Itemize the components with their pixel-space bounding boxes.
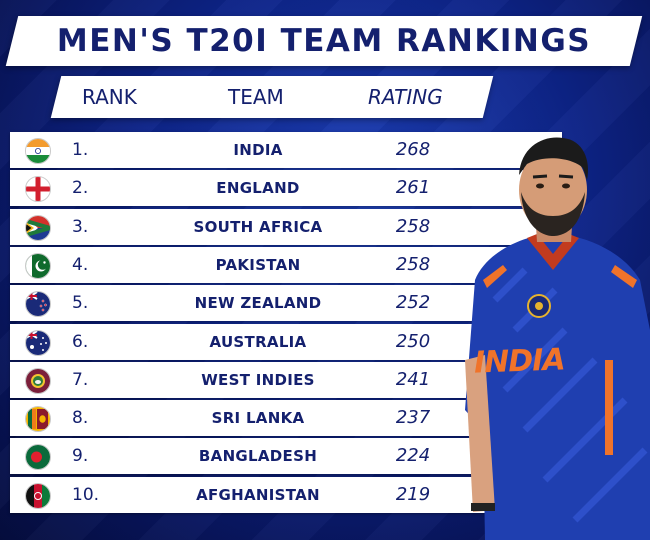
rank-value: 2.: [72, 178, 89, 199]
new-zealand-flag-icon: [25, 291, 51, 318]
south-africa-flag-icon: [25, 214, 51, 241]
rating-value: 224: [395, 445, 431, 467]
rating-value: 237: [395, 407, 431, 429]
rank-value: 1.: [72, 140, 89, 160]
table-row: 4. PAKISTAN 258: [10, 246, 562, 283]
rating-value: 258: [395, 215, 431, 237]
england-flag-icon: [25, 176, 51, 203]
jersey-india-text: INDIA: [473, 342, 566, 381]
team-name: PAKISTAN: [215, 255, 301, 274]
rating-value: 268: [395, 139, 431, 160]
pakistan-flag-icon: [25, 252, 51, 279]
rank-value: 10.: [72, 484, 100, 505]
rank-column-header: RANK: [82, 85, 137, 109]
rank-value: 7.: [72, 369, 89, 390]
afghanistan-flag-icon: [25, 482, 51, 509]
rank-value: 5.: [72, 293, 89, 314]
table-row: 2. ENGLAND 261: [10, 170, 562, 207]
india-flag-icon: [25, 138, 51, 164]
rating-value: 261: [395, 177, 431, 199]
team-column-header: TEAM: [228, 85, 284, 109]
rank-value: 3.: [72, 216, 89, 237]
rank-value: 4.: [72, 254, 89, 275]
table-row: 9. BANGLADESH 224: [10, 438, 562, 475]
table-row: 5. NEW ZEALAND 252: [10, 285, 562, 322]
table-row: 10. AFGHANISTAN 219: [10, 476, 562, 513]
australia-flag-icon: [25, 329, 51, 356]
rank-value: 9.: [72, 446, 89, 467]
team-name: SOUTH AFRICA: [193, 217, 323, 236]
table-row: 3. SOUTH AFRICA 258: [10, 208, 562, 245]
west-indies-flag-icon: [25, 367, 51, 394]
page-title: MEN'S T20I TEAM RANKINGS: [56, 23, 592, 59]
team-name: BANGLADESH: [198, 447, 318, 466]
rating-value: 252: [395, 292, 431, 314]
player-photo: [455, 130, 650, 540]
rating-value: 250: [395, 330, 431, 352]
team-name: INDIA: [233, 141, 283, 159]
rating-value: 258: [395, 253, 431, 275]
team-name: ENGLAND: [216, 179, 300, 198]
rating-column-header: RATING: [368, 85, 443, 109]
team-name: SRI LANKA: [211, 409, 305, 428]
bangladesh-flag-icon: [25, 444, 51, 471]
team-name: AFGHANISTAN: [196, 485, 320, 504]
sri-lanka-flag-icon: [25, 406, 51, 433]
rank-value: 6.: [72, 331, 89, 352]
team-name: NEW ZEALAND: [194, 294, 322, 313]
rating-value: 241: [395, 368, 431, 390]
table-row: 1. INDIA 268: [10, 132, 562, 168]
team-name: WEST INDIES: [201, 370, 315, 389]
rating-value: 219: [395, 483, 431, 505]
team-name: AUSTRALIA: [209, 332, 307, 351]
rank-value: 8.: [72, 408, 89, 429]
